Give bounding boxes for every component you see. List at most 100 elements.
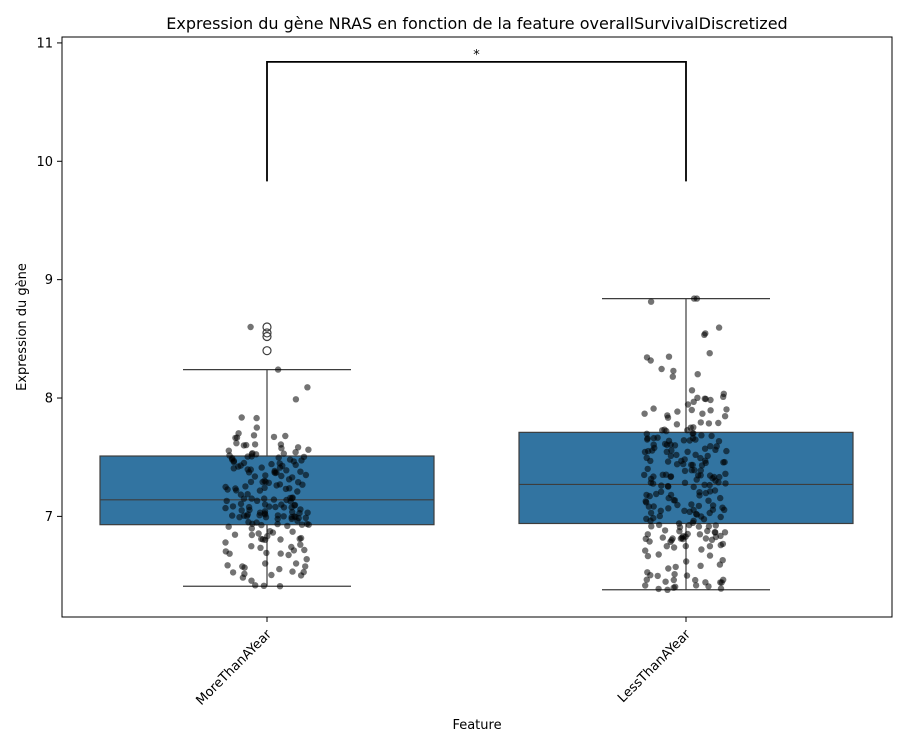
data-point (684, 427, 691, 434)
data-point (664, 412, 671, 419)
data-point (717, 513, 724, 521)
data-point (663, 543, 670, 550)
data-point (242, 483, 249, 490)
data-point (676, 528, 683, 535)
data-point (248, 531, 256, 539)
data-point (705, 420, 713, 427)
data-point (670, 544, 678, 551)
data-point (277, 550, 284, 557)
data-point (702, 330, 709, 337)
data-point (262, 560, 269, 567)
data-point (644, 436, 651, 443)
data-point (304, 384, 311, 391)
data-point (686, 521, 693, 529)
data-point (684, 448, 691, 455)
data-point (229, 569, 237, 576)
data-point (299, 481, 306, 488)
data-point (680, 437, 688, 444)
y-axis-label: Expression du gène (15, 263, 30, 391)
data-point (707, 488, 714, 495)
data-point (650, 503, 657, 510)
data-point (664, 458, 672, 465)
data-point (250, 432, 258, 439)
data-point (276, 481, 284, 488)
data-point (643, 576, 650, 583)
data-point (702, 395, 709, 403)
data-point (270, 496, 278, 503)
data-point (662, 578, 669, 585)
data-point (692, 582, 700, 589)
chart-title: Expression du gène NRAS en fonction de l… (166, 14, 787, 33)
data-point (261, 495, 268, 502)
data-point (233, 440, 240, 447)
x-tick-label: LessThanAYear (615, 627, 694, 706)
data-point (706, 350, 713, 357)
data-point (224, 562, 231, 569)
data-point (264, 533, 271, 540)
outlier-point (262, 331, 272, 342)
data-point (717, 585, 725, 592)
data-point (681, 456, 688, 463)
data-point (241, 570, 248, 577)
data-point (647, 572, 654, 579)
data-point (695, 523, 703, 530)
significance-bracket (266, 60, 687, 182)
data-point (668, 537, 675, 544)
data-point (722, 480, 729, 487)
data-point (721, 529, 729, 536)
data-point (692, 576, 699, 584)
data-point (655, 585, 662, 593)
data-point (280, 513, 287, 520)
data-point (655, 551, 662, 558)
data-point (289, 528, 296, 535)
data-point (683, 558, 690, 565)
data-point (665, 353, 673, 360)
data-point (296, 535, 303, 542)
data-point (301, 546, 308, 554)
data-point (702, 457, 709, 464)
data-point (681, 507, 688, 514)
data-point (717, 494, 724, 502)
data-point (268, 571, 275, 579)
data-point (268, 460, 275, 468)
data-point (225, 523, 232, 530)
data-point (677, 535, 685, 542)
data-point (658, 482, 665, 489)
data-point (251, 473, 259, 480)
data-point (653, 490, 660, 498)
data-point (226, 550, 233, 557)
data-point (238, 507, 245, 514)
data-point (274, 520, 281, 528)
data-point (701, 445, 709, 452)
data-point (712, 446, 719, 453)
data-point (246, 506, 253, 514)
data-point (297, 468, 304, 475)
data-point (278, 472, 285, 480)
data-point (641, 410, 648, 417)
y-tick-label: 10 (36, 155, 53, 170)
data-point (706, 552, 714, 559)
data-point (674, 408, 681, 415)
data-point (298, 521, 306, 528)
data-point (303, 556, 310, 563)
data-point (673, 451, 680, 459)
data-point (698, 546, 705, 553)
data-point (659, 534, 666, 541)
data-point (708, 432, 715, 440)
data-point (694, 371, 701, 378)
data-point (258, 521, 265, 529)
y-tick-label: 8 (45, 392, 53, 407)
data-point (253, 424, 260, 431)
data-point (222, 483, 229, 491)
data-point (645, 503, 653, 510)
data-point (712, 522, 719, 529)
data-point (681, 467, 689, 475)
plot-frame (61, 36, 893, 618)
data-point (670, 576, 677, 584)
data-point (305, 446, 312, 453)
data-point (696, 531, 704, 538)
data-point (706, 481, 713, 489)
data-point (670, 584, 677, 591)
data-point (688, 501, 695, 508)
data-point (262, 472, 269, 479)
